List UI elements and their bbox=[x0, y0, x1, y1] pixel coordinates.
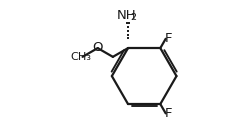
Text: O: O bbox=[92, 41, 103, 54]
Text: F: F bbox=[164, 32, 172, 45]
Text: 2: 2 bbox=[130, 13, 136, 22]
Text: NH: NH bbox=[117, 9, 136, 22]
Text: F: F bbox=[164, 107, 172, 120]
Text: CH₃: CH₃ bbox=[71, 52, 92, 62]
